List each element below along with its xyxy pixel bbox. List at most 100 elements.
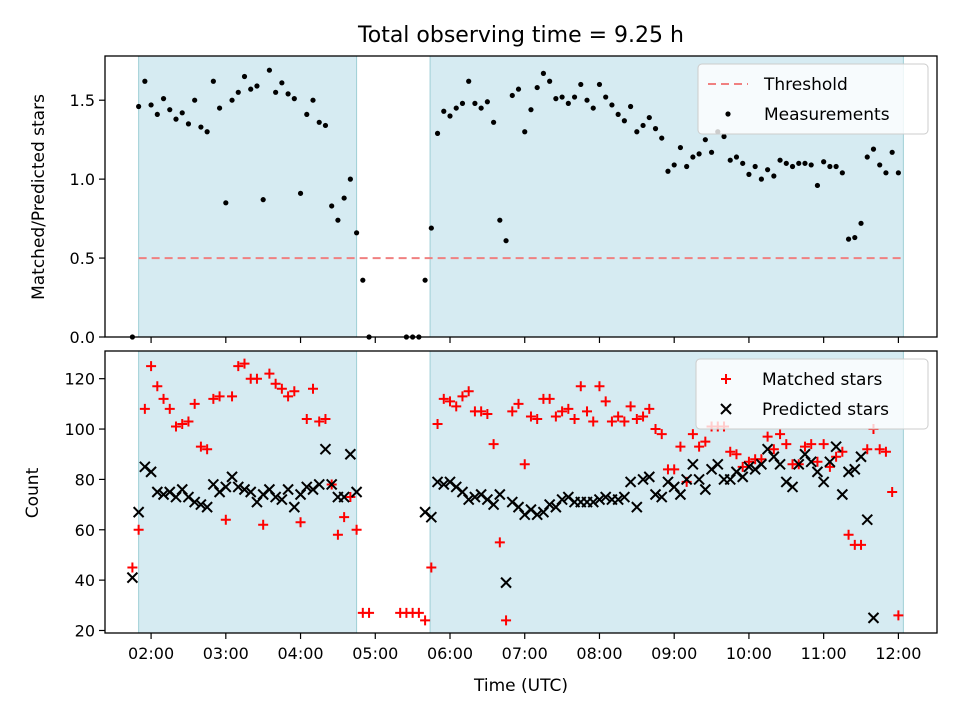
measurement-point bbox=[733, 154, 740, 160]
measurement-point bbox=[777, 157, 783, 163]
predicted-star-points bbox=[126, 440, 880, 624]
measurement-point bbox=[584, 97, 590, 103]
matched-star-point bbox=[775, 429, 786, 440]
measurement-point bbox=[603, 94, 609, 100]
matched-star-point bbox=[594, 381, 605, 392]
measurement-point bbox=[490, 119, 497, 125]
matched-star-point bbox=[139, 403, 150, 414]
matched-star-point bbox=[781, 439, 792, 450]
matched-star-point bbox=[700, 436, 711, 447]
x-tick-label: 05:00 bbox=[352, 644, 398, 663]
measurement-point bbox=[241, 73, 248, 80]
matched-star-point bbox=[202, 444, 213, 455]
matched-star-point bbox=[831, 451, 842, 462]
predicted-star-point bbox=[500, 576, 512, 589]
predicted-star-point bbox=[836, 488, 849, 501]
count-panel: 20 40 60 80 100 120 02:00 03:00 04:00 05:00 06:00… bbox=[23, 350, 938, 696]
measurement-point bbox=[870, 146, 877, 152]
matched-star-point bbox=[276, 383, 287, 394]
measurement-point bbox=[565, 100, 571, 106]
matched-star-point bbox=[675, 441, 686, 452]
measurement-point bbox=[547, 78, 553, 84]
x-axis-ticks: 02:00 03:00 04:00 05:00 06:00 07:00 08:00 09:00… bbox=[128, 633, 921, 663]
predicted-star-point bbox=[556, 493, 568, 506]
measurement-point bbox=[179, 110, 185, 116]
matched-star-point bbox=[152, 381, 163, 392]
predicted-star-point bbox=[643, 471, 655, 483]
matched-star-point bbox=[893, 610, 904, 621]
measurement-point bbox=[609, 102, 615, 108]
legend-label: Measurements bbox=[764, 105, 890, 125]
measurement-point bbox=[752, 163, 758, 170]
y-axis-label: Matched/Predicted stars bbox=[29, 94, 49, 300]
predicted-star-point bbox=[793, 458, 805, 471]
measurement-point bbox=[441, 108, 447, 114]
measurement-point bbox=[789, 163, 796, 170]
measurement-point bbox=[453, 105, 459, 111]
measurement-point bbox=[347, 176, 353, 182]
matched-star-point bbox=[525, 411, 536, 422]
x-tick-label: 08:00 bbox=[576, 644, 622, 663]
y-tick-label: 1.0 bbox=[70, 170, 95, 189]
x-axis-ticks bbox=[150, 337, 899, 343]
predicted-star-point bbox=[830, 440, 842, 453]
predicted-star-point bbox=[276, 493, 288, 506]
matched-star-point bbox=[799, 441, 810, 452]
ratio-panel: 0.0 0.5 1.0 1.5 Matched/Predicted stars Thr… bbox=[29, 55, 938, 347]
predicted-star-point bbox=[469, 491, 481, 503]
measurement-point bbox=[254, 83, 260, 89]
measurement-point bbox=[765, 167, 771, 173]
measurement-point bbox=[808, 162, 814, 168]
matched-star-point bbox=[575, 381, 586, 392]
measurement-point bbox=[684, 163, 690, 170]
measurement-point bbox=[883, 170, 889, 176]
measurement-point bbox=[858, 220, 864, 226]
measurement-point bbox=[628, 103, 634, 110]
predicted-star-point bbox=[220, 481, 232, 493]
y-tick-label: 100 bbox=[64, 420, 95, 439]
predicted-star-point bbox=[699, 483, 712, 496]
legend-label: Matched stars bbox=[762, 370, 882, 390]
predicted-star-point bbox=[736, 471, 749, 483]
predicted-star-point bbox=[849, 463, 861, 476]
predicted-star-point bbox=[867, 612, 880, 624]
y-tick-label: 120 bbox=[64, 370, 95, 389]
legend-box bbox=[695, 358, 929, 430]
measurement-point bbox=[540, 70, 547, 76]
measurement-point bbox=[478, 105, 484, 111]
measurement-point bbox=[260, 197, 266, 203]
measurement-point bbox=[671, 162, 677, 168]
matched-star-point bbox=[438, 393, 449, 404]
matched-star-point bbox=[214, 391, 225, 402]
matched-star-point bbox=[544, 393, 555, 404]
matched-star-point bbox=[457, 391, 468, 402]
matched-star-point bbox=[743, 456, 754, 467]
matched-star-point bbox=[762, 431, 773, 442]
predicted-star-point bbox=[288, 501, 301, 513]
observing-window bbox=[138, 55, 358, 338]
matched-star-point bbox=[613, 411, 624, 422]
measurement-point bbox=[248, 86, 254, 92]
matched-star-point bbox=[768, 444, 779, 455]
y-tick-label: 0.5 bbox=[70, 249, 95, 268]
predicted-star-point bbox=[680, 473, 693, 486]
predicted-star-point bbox=[201, 501, 213, 513]
measurement-point bbox=[466, 78, 472, 84]
matched-star-point bbox=[756, 454, 767, 465]
matched-star-point bbox=[146, 361, 157, 372]
matched-star-point bbox=[195, 441, 206, 452]
predicted-star-point bbox=[438, 478, 450, 491]
matched-star-point bbox=[208, 393, 219, 404]
matched-star-point bbox=[569, 413, 580, 424]
measurement-point bbox=[235, 89, 241, 95]
measurement-point bbox=[273, 89, 279, 95]
predicted-star-point bbox=[811, 466, 824, 478]
matched-star-point bbox=[170, 421, 181, 432]
measurement-point bbox=[185, 121, 192, 127]
legend-label: Threshold bbox=[763, 75, 848, 95]
legend-x-swatch bbox=[720, 403, 732, 415]
measurement-point bbox=[136, 103, 142, 110]
measurement-point bbox=[534, 84, 540, 91]
predicted-star-point bbox=[238, 483, 251, 496]
measurement-point bbox=[827, 163, 833, 170]
